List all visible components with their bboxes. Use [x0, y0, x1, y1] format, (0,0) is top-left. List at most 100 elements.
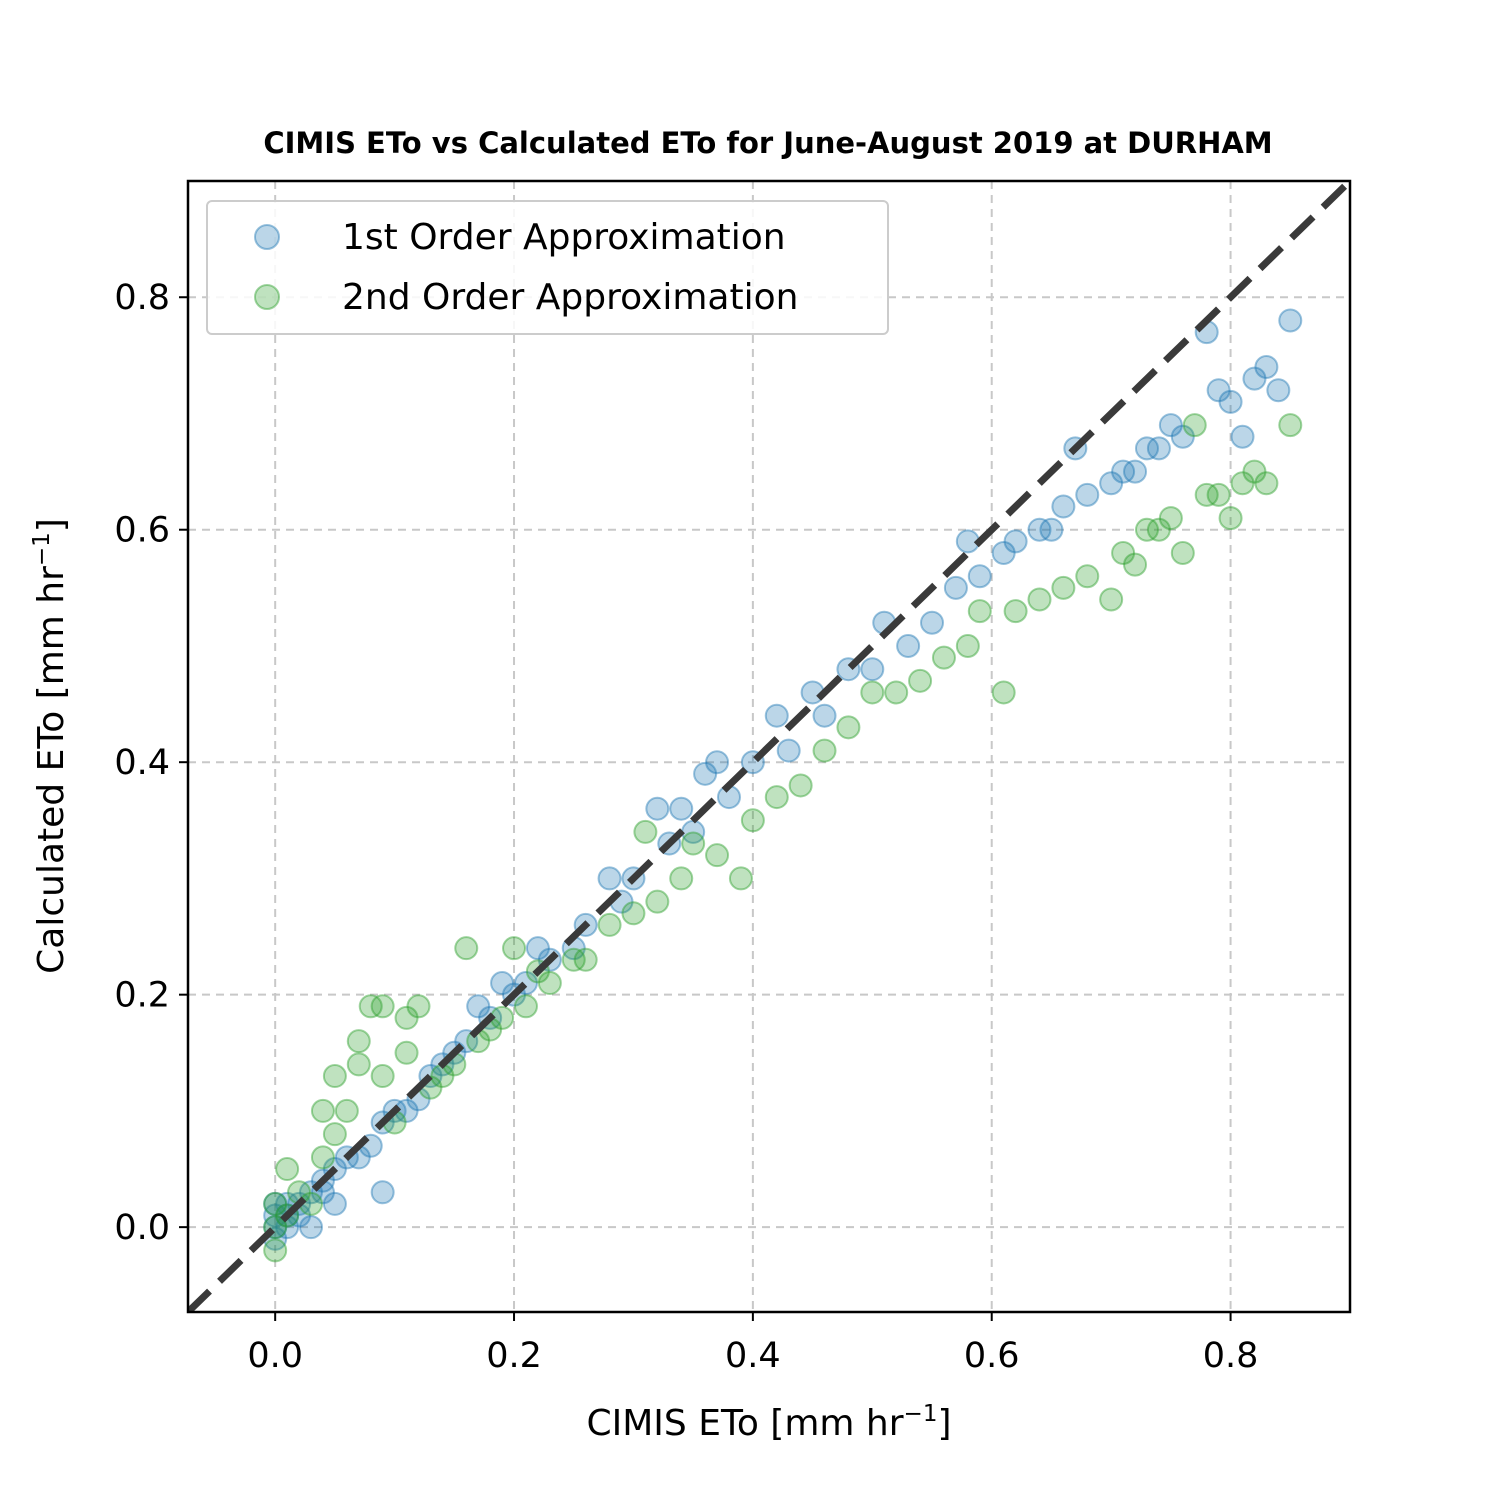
data-point	[525, 936, 550, 961]
x-tick-label: 0.8	[1203, 1336, 1259, 1376]
data-point	[860, 657, 885, 682]
series-2nd-order-approximation	[263, 413, 1303, 1263]
data-point	[1194, 482, 1219, 507]
data-point	[263, 1191, 288, 1216]
data-point	[454, 936, 479, 961]
data-point	[908, 668, 933, 693]
data-point	[705, 750, 730, 775]
data-point	[1123, 552, 1148, 577]
y-axis-ticks: 0.0 0.2 0.4 0.6 0.8	[114, 278, 188, 1248]
data-point	[776, 738, 801, 763]
data-point	[310, 1145, 335, 1170]
data-point	[812, 738, 837, 763]
data-point	[299, 1215, 324, 1240]
data-point	[310, 1098, 335, 1123]
data-point	[1254, 471, 1279, 496]
x-axis-label: CIMIS ETo [mm hr−1]	[586, 1401, 951, 1444]
x-tick-label: 0.0	[247, 1336, 303, 1376]
data-point	[1242, 459, 1267, 484]
data-point	[764, 703, 789, 728]
data-point	[502, 936, 527, 961]
x-tick-label: 0.6	[964, 1336, 1020, 1376]
data-point	[1075, 482, 1100, 507]
data-point	[1218, 389, 1243, 414]
data-point	[322, 1122, 347, 1147]
data-point	[1111, 540, 1136, 565]
data-point	[967, 564, 992, 589]
data-point	[1075, 564, 1100, 589]
data-point	[1278, 413, 1303, 438]
grid	[188, 181, 1350, 1312]
data-point	[263, 1191, 288, 1216]
data-point	[884, 680, 909, 705]
data-point	[860, 680, 885, 705]
data-point	[705, 843, 730, 868]
legend-box	[206, 200, 889, 335]
data-point	[1146, 436, 1171, 461]
data-point	[669, 796, 694, 821]
data-point	[1099, 587, 1124, 612]
data-point	[1134, 436, 1159, 461]
data-point	[466, 994, 491, 1019]
data-point	[991, 540, 1016, 565]
data-point	[322, 1191, 347, 1216]
data-point	[896, 633, 921, 658]
data-point	[1182, 413, 1207, 438]
data-point	[920, 610, 945, 635]
data-point	[1158, 506, 1183, 531]
data-point	[931, 645, 956, 670]
data-point	[490, 971, 515, 996]
data-point	[1003, 599, 1028, 624]
legend-label-2nd-order: 2nd Order Approximation	[342, 277, 798, 318]
data-point	[394, 1005, 419, 1030]
data-point	[322, 1064, 347, 1089]
data-point	[764, 785, 789, 810]
data-point	[1003, 529, 1028, 554]
data-point	[943, 575, 968, 600]
data-point	[1254, 354, 1279, 379]
data-point	[346, 1029, 371, 1054]
data-point	[358, 994, 383, 1019]
data-point	[1170, 540, 1195, 565]
data-point	[1134, 517, 1159, 542]
data-point	[991, 680, 1016, 705]
data-point	[370, 994, 395, 1019]
data-point	[836, 715, 861, 740]
data-point	[1158, 413, 1183, 438]
data-point	[1230, 471, 1255, 496]
y-tick-label: 0.2	[114, 976, 170, 1016]
plot-frame	[186, 179, 1352, 1314]
data-point	[1146, 517, 1171, 542]
data-point	[1230, 424, 1255, 449]
data-point	[693, 761, 718, 786]
data-point	[370, 1064, 395, 1089]
data-point	[1099, 471, 1124, 496]
y-tick-label: 0.0	[114, 1208, 170, 1248]
data-point	[1206, 378, 1231, 403]
data-point	[1242, 366, 1267, 391]
data-point	[370, 1180, 395, 1205]
legend-label-1st-order: 1st Order Approximation	[342, 217, 786, 258]
data-point	[1051, 575, 1076, 600]
x-axis-ticks: 0.0 0.2 0.4 0.6 0.8	[247, 1312, 1258, 1376]
data-point	[1218, 506, 1243, 531]
data-point	[740, 808, 765, 833]
data-point	[334, 1098, 359, 1123]
data-point	[275, 1157, 300, 1182]
chart-title: CIMIS ETo vs Calculated ETo for June-Aug…	[263, 126, 1272, 160]
data-point	[1027, 517, 1052, 542]
data-point	[728, 866, 753, 891]
y-tick-label: 0.6	[114, 511, 170, 551]
data-point	[597, 912, 622, 937]
data-point	[1278, 308, 1303, 333]
data-point	[597, 866, 622, 891]
data-point	[621, 901, 646, 926]
data-point	[406, 994, 431, 1019]
data-point	[681, 831, 706, 856]
data-point	[1206, 482, 1231, 507]
data-point	[633, 819, 658, 844]
data-point	[645, 889, 670, 914]
y-axis-label: Calculated ETo [mm hr−1]	[29, 518, 72, 974]
data-point	[346, 1052, 371, 1077]
